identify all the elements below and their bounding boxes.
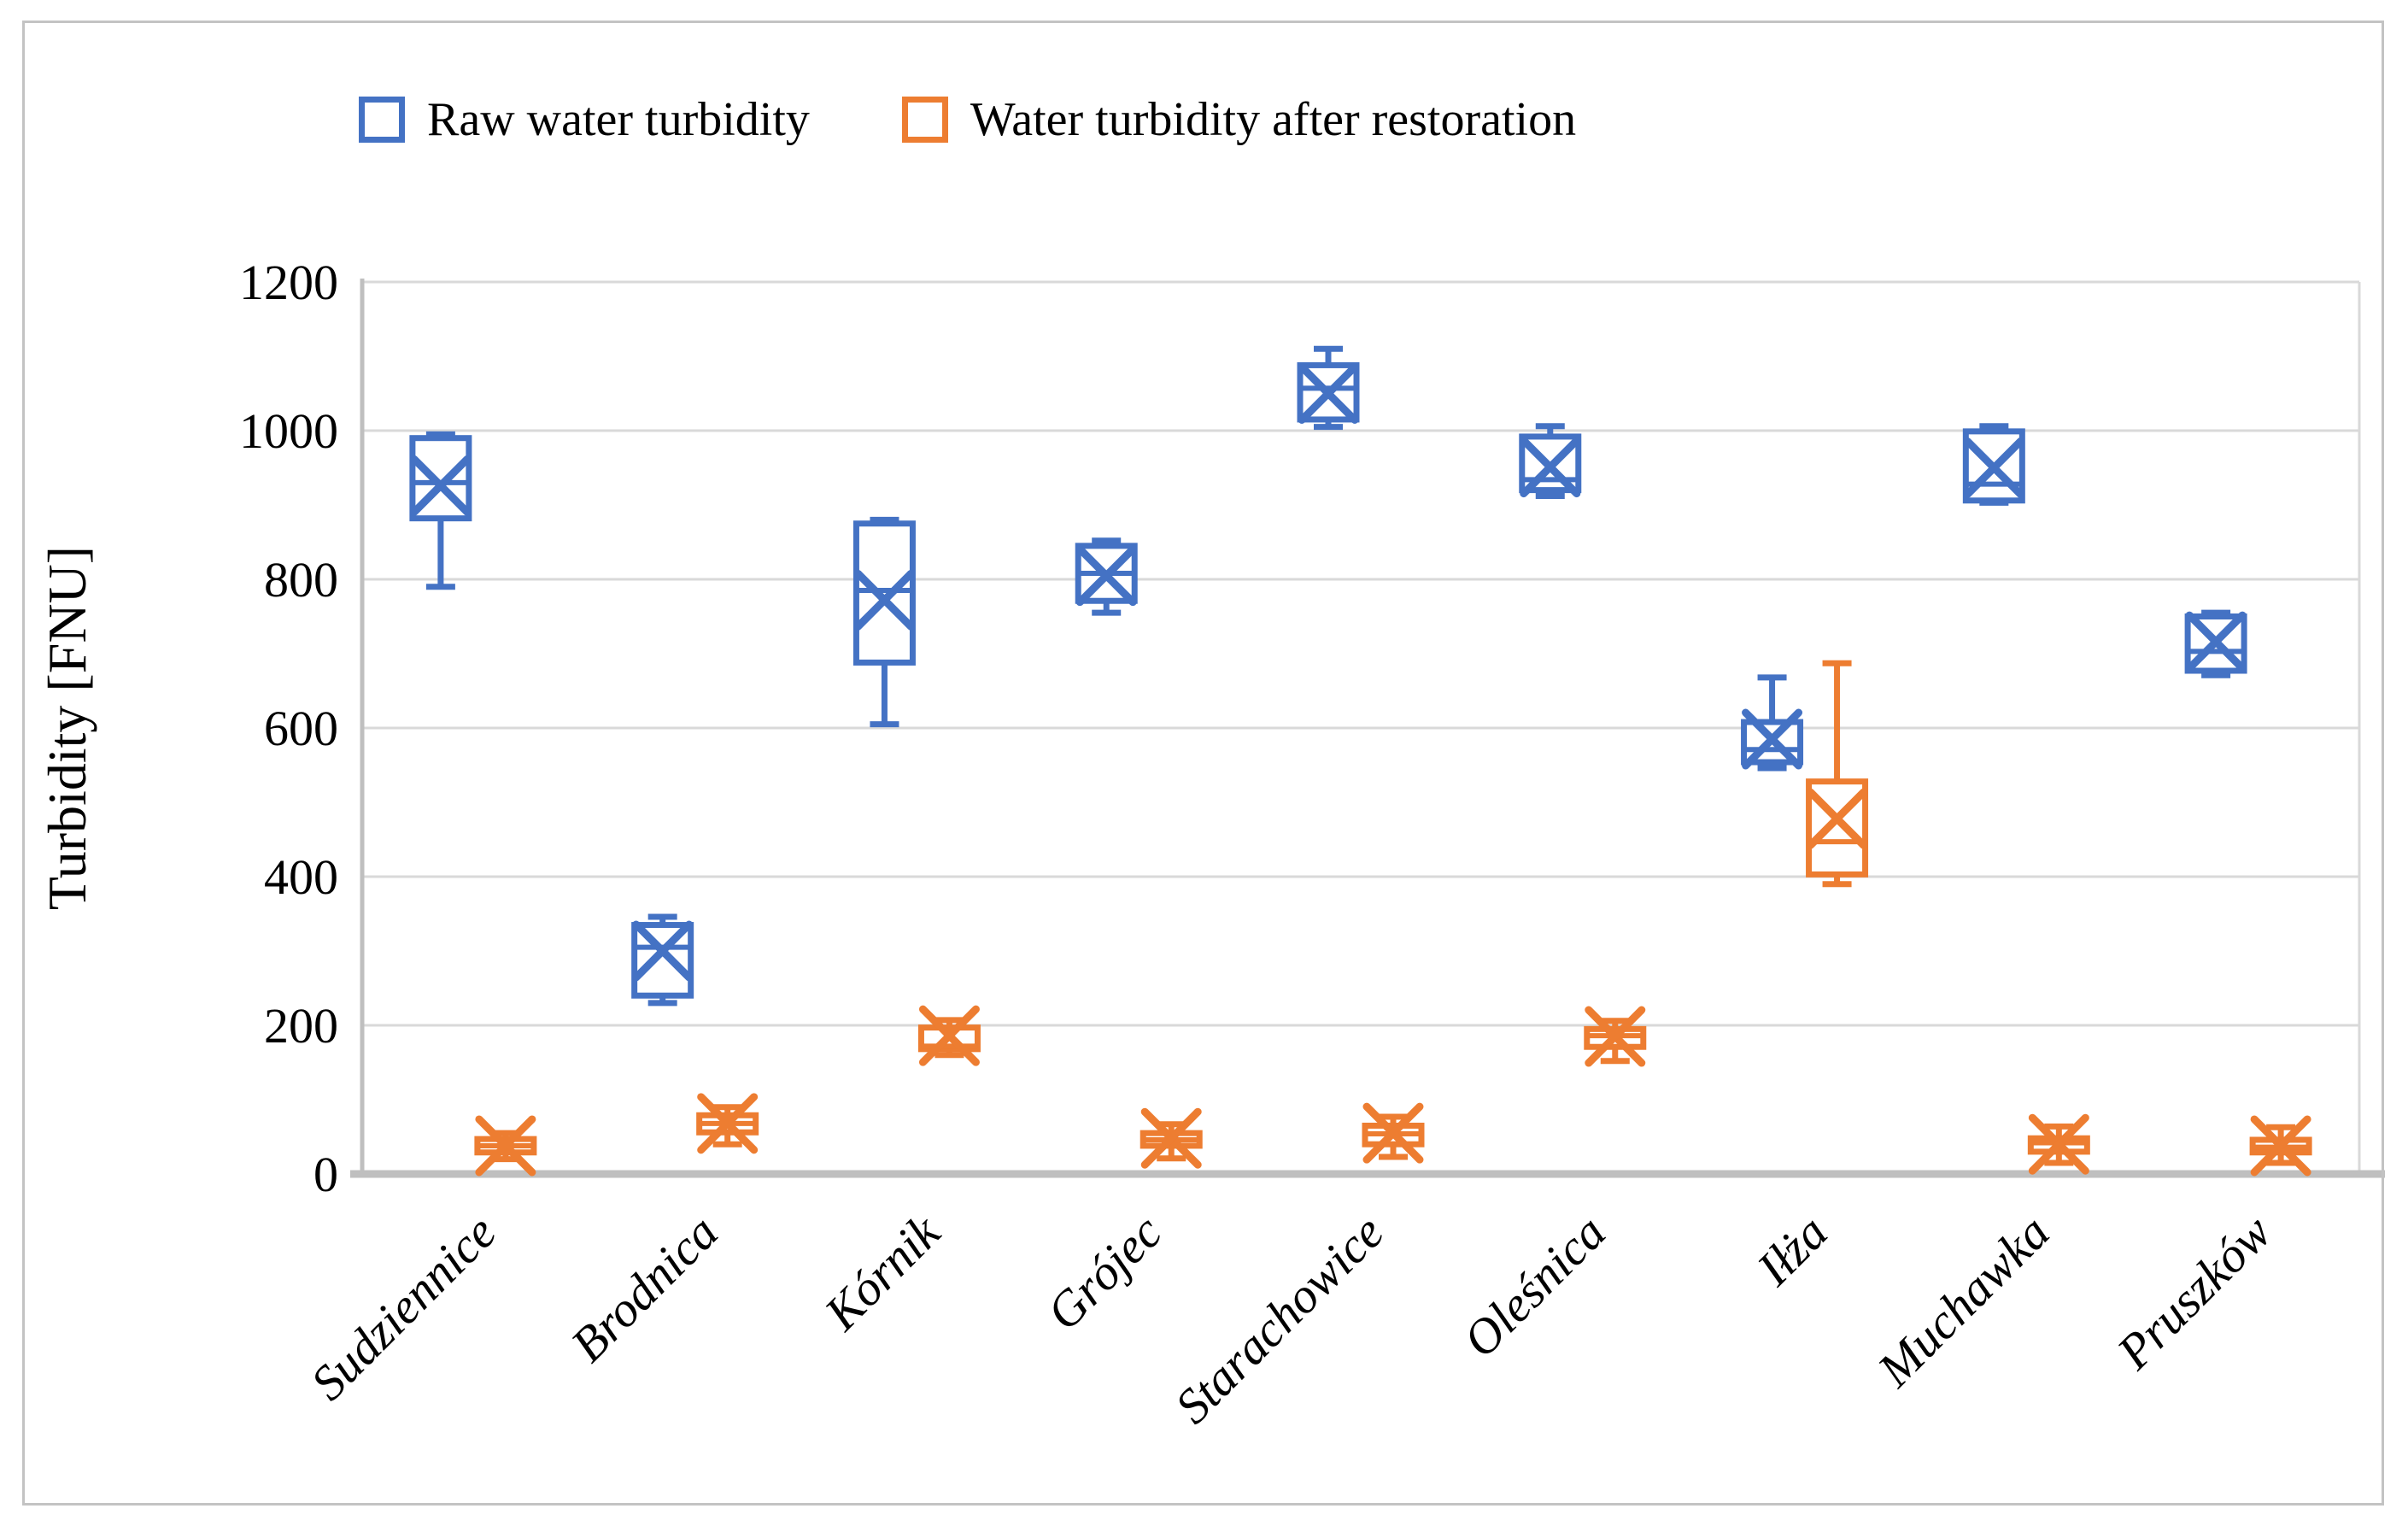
y-tick-label-800: 800 — [264, 552, 338, 608]
x-tick-label-3: Kórnik — [813, 1203, 951, 1341]
raw-series-swatch-icon — [359, 97, 405, 143]
chart-legend: Raw water turbidity Water turbidity afte… — [359, 96, 1576, 144]
box-raw-Sudziennice-mean-x — [410, 455, 472, 516]
box-raw-Pruszków-mean-x — [2185, 611, 2247, 672]
legend-item-restored: Water turbidity after restoration — [901, 93, 1577, 146]
box-restored-Iłża-mean-x — [1807, 788, 1868, 849]
box-raw-Kórnik-box — [852, 520, 916, 666]
y-axis-title: Turbidity [FNU] — [37, 546, 97, 910]
box-raw-Muchawka-mean-x — [1963, 437, 2024, 498]
box-restored-Kórnik-mean-x — [918, 1005, 980, 1066]
box-restored-Grójec-mean-x — [1140, 1107, 1202, 1169]
restored-series-swatch-icon — [901, 97, 948, 143]
box-restored-Oleśnica-mean-x — [1585, 1006, 1646, 1067]
box-raw-Oleśnica-mean-x — [1520, 437, 1581, 498]
x-tick-label-6: Oleśnica — [1452, 1204, 1616, 1368]
x-tick-label-7: Iłża — [1746, 1204, 1838, 1296]
box-raw-Starachowice-mean-x — [1298, 363, 1359, 424]
x-tick-label-4: Grójec — [1036, 1204, 1173, 1341]
box-raw-Kórnik-mean-x — [853, 569, 915, 631]
box-restored-Muchawka-mean-x — [2028, 1113, 2089, 1175]
x-tick-label-2: Brodnica — [560, 1204, 729, 1372]
y-tick-label-400: 400 — [264, 849, 338, 905]
legend-label-restored: Water turbidity after restoration — [970, 93, 1577, 146]
box-restored-Starachowice-mean-x — [1362, 1102, 1424, 1164]
y-tick-label-1200: 1200 — [239, 255, 338, 310]
box-raw-Iłża-mean-x — [1742, 708, 1803, 770]
y-tick-label-600: 600 — [264, 701, 338, 756]
box-raw-Grójec-mean-x — [1075, 545, 1137, 607]
y-tick-label-0: 0 — [313, 1147, 338, 1202]
y-tick-label-1000: 1000 — [239, 403, 338, 459]
legend-label-raw: Raw water turbidity — [427, 93, 810, 146]
box-restored-Pruszków-mean-x — [2250, 1115, 2311, 1177]
x-tick-label-9: Pruszków — [2106, 1204, 2282, 1380]
x-tick-label-1: Sudziennice — [300, 1204, 507, 1411]
y-tick-label-200: 200 — [264, 998, 338, 1054]
legend-item-raw: Raw water turbidity — [359, 96, 810, 144]
box-restored-Brodnica-mean-x — [697, 1093, 759, 1154]
box-restored-Sudziennice-mean-x — [475, 1115, 536, 1177]
box-raw-Brodnica-mean-x — [632, 920, 694, 982]
x-tick-label-5: Starachowice — [1164, 1204, 1394, 1434]
x-tick-label-8: Muchawka — [1866, 1204, 2060, 1398]
